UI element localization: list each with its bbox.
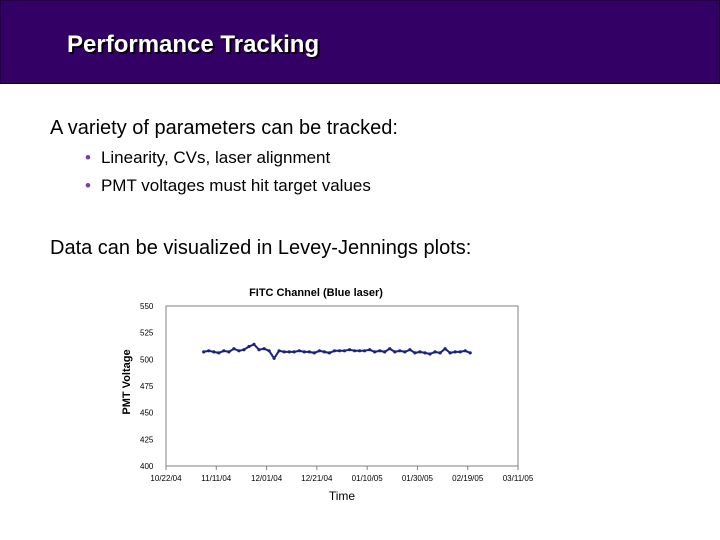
bullet-list: • Linearity, CVs, laser alignment • PMT vo… — [85, 147, 371, 203]
data-point — [247, 344, 251, 349]
data-point — [453, 350, 457, 354]
visualize-text: Data can be visualized in Levey-Jennings… — [50, 237, 472, 259]
y-tick-label: 500 — [140, 355, 154, 364]
x-tick-label: 12/01/04 — [251, 474, 283, 483]
data-point — [257, 348, 261, 352]
y-tick-label: 525 — [140, 329, 154, 338]
data-point — [287, 350, 291, 354]
intro-text: A variety of parameters can be tracked: — [50, 117, 398, 139]
data-point — [252, 342, 256, 346]
data-point — [428, 352, 432, 356]
data-point — [423, 351, 427, 355]
data-point — [413, 351, 417, 355]
data-point — [277, 349, 281, 353]
title-bar: Performance Tracking — [0, 0, 720, 84]
data-point — [317, 349, 321, 353]
data-point — [363, 349, 367, 353]
data-point — [327, 351, 331, 355]
bullet-dot-icon: • — [85, 176, 91, 195]
data-point — [383, 350, 387, 354]
y-axis-label: PMT Voltage — [121, 349, 133, 414]
data-point — [262, 347, 266, 351]
data-point — [212, 350, 216, 354]
data-point — [332, 349, 337, 353]
data-point — [458, 350, 462, 354]
data-point — [237, 349, 241, 353]
x-axis: 10/22/04 11/11/04 12/01/04 12/21/04 01/10/05… — [150, 466, 534, 483]
data-point — [368, 348, 372, 352]
data-point — [408, 348, 412, 352]
data-point — [347, 348, 352, 352]
data-point — [282, 350, 286, 354]
data-point — [393, 350, 397, 354]
bullet-text: PMT voltages must hit target values — [100, 176, 371, 195]
data-point — [337, 349, 342, 353]
y-tick-label: 550 — [140, 302, 154, 311]
y-tick-label: 425 — [140, 435, 154, 444]
data-point — [433, 350, 437, 354]
data-point — [322, 350, 326, 354]
data-point — [373, 350, 377, 354]
data-point — [292, 350, 296, 354]
data-point — [438, 351, 442, 355]
data-point — [217, 351, 221, 355]
data-point — [342, 349, 347, 353]
data-point — [207, 349, 211, 353]
x-axis-label: Time — [329, 489, 356, 503]
levey-jennings-chart: FITC Channel (Blue laser) 400 425 450 475 50… — [121, 287, 534, 503]
data-point — [232, 347, 236, 351]
plot-area — [165, 305, 519, 467]
y-axis: 400 425 450 475 500 525 550 — [140, 302, 154, 471]
x-tick-label: 03/11/05 — [503, 474, 534, 483]
data-point — [418, 350, 422, 354]
data-point — [227, 350, 231, 354]
data-point — [302, 350, 306, 354]
bullet-item: • PMT voltages must hit target values — [85, 175, 371, 203]
x-tick-label: 01/30/05 — [402, 474, 434, 483]
bullet-text: Linearity, CVs, laser alignment — [100, 148, 331, 167]
data-point — [443, 347, 447, 351]
data-point — [398, 349, 402, 353]
data-point — [353, 349, 357, 353]
data-point — [312, 351, 316, 355]
x-tick-label: 11/11/04 — [201, 474, 232, 483]
x-tick-label: 01/10/05 — [352, 474, 384, 483]
x-tick-label: 12/21/04 — [301, 474, 333, 483]
data-point — [358, 349, 362, 353]
x-tick-label: 02/19/05 — [452, 474, 484, 483]
bullet-item: • Linearity, CVs, laser alignment — [85, 147, 371, 175]
data-point — [267, 349, 271, 353]
data-point — [202, 350, 206, 354]
data-point — [272, 356, 276, 360]
data-point — [468, 351, 472, 355]
x-tick-label: 10/22/04 — [150, 474, 182, 483]
data-point — [307, 350, 311, 354]
data-point — [378, 349, 382, 353]
data-point — [297, 349, 301, 353]
data-point — [463, 349, 467, 353]
slide-title: Performance Tracking — [67, 31, 320, 58]
series-points — [202, 342, 472, 360]
data-point — [242, 348, 246, 352]
y-tick-label: 475 — [140, 382, 154, 391]
data-point — [403, 350, 407, 354]
data-point — [388, 347, 392, 351]
y-tick-label: 450 — [140, 409, 154, 418]
data-point — [448, 351, 452, 355]
data-point — [222, 349, 226, 353]
bullet-dot-icon: • — [85, 148, 91, 167]
y-tick-label: 400 — [140, 462, 154, 471]
chart-title: FITC Channel (Blue laser) — [249, 287, 383, 299]
